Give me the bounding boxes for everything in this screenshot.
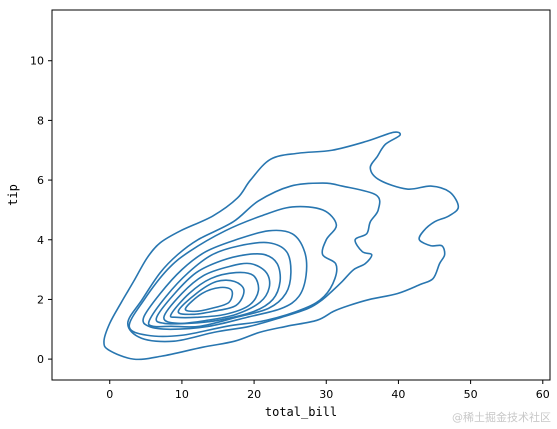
contour-line-level-1 — [103, 131, 460, 361]
contour-line-level-4 — [142, 229, 308, 331]
x-tick-label: 60 — [536, 388, 550, 401]
x-tick-label: 0 — [106, 388, 113, 401]
x-axis-label: total_bill — [265, 405, 337, 419]
contour-layer — [103, 131, 460, 361]
x-tick-label: 10 — [175, 388, 189, 401]
y-tick-label: 6 — [37, 174, 44, 187]
plot-area — [51, 9, 551, 381]
x-tick-label: 40 — [391, 388, 405, 401]
contour-line-level-10 — [184, 286, 234, 313]
contour-line-level-2 — [126, 182, 381, 343]
y-tick-label: 10 — [30, 55, 44, 68]
y-tick-label: 4 — [37, 234, 44, 247]
y-tick-label: 8 — [37, 114, 44, 127]
watermark: @稀土掘金技术社区 — [452, 411, 551, 424]
x-axis-ticks: 0 10 20 30 40 50 60 — [106, 380, 550, 401]
contour-line-level-9 — [177, 279, 245, 316]
y-tick-label: 0 — [37, 353, 44, 366]
y-axis-label: tip — [6, 184, 20, 206]
y-axis-ticks: 0 2 4 6 8 10 — [30, 55, 52, 366]
contour-line-level-5 — [147, 241, 292, 328]
x-tick-label: 20 — [247, 388, 261, 401]
contour-line-level-3 — [128, 205, 338, 338]
x-tick-label: 30 — [319, 388, 333, 401]
contour-line-level-8 — [169, 271, 260, 319]
contour-line-level-7 — [163, 262, 271, 325]
y-tick-label: 2 — [37, 293, 44, 306]
x-tick-label: 50 — [464, 388, 478, 401]
